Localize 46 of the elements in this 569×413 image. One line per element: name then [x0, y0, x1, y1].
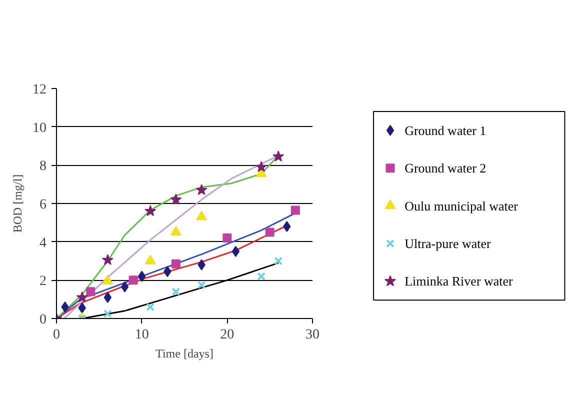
point — [144, 205, 156, 216]
y-tick-label: 8 — [40, 159, 46, 174]
point — [170, 226, 182, 236]
y-tick-label: 12 — [32, 82, 46, 98]
point — [256, 161, 268, 172]
point — [283, 221, 291, 232]
point — [144, 254, 156, 264]
legend-label: Ultra-pure water — [404, 236, 492, 252]
point — [120, 281, 129, 292]
y-tick-label: 10 — [32, 120, 46, 136]
point — [171, 259, 180, 268]
point — [290, 206, 300, 215]
point — [104, 310, 112, 318]
point — [61, 302, 69, 312]
legend-label: Ground water 1 — [404, 122, 486, 138]
point — [76, 291, 88, 302]
legend-label: Liminka River water — [404, 274, 514, 289]
point — [196, 184, 208, 196]
point — [274, 256, 283, 266]
x-tick-label: 30 — [306, 328, 320, 342]
x-tick-label: 20 — [220, 328, 234, 342]
legend-label: Ground water 2 — [404, 160, 486, 176]
point — [222, 234, 232, 242]
y-axis-title: BOD [mg/l] — [10, 174, 24, 233]
point — [104, 292, 112, 303]
y-tick-label: 2 — [40, 274, 46, 290]
point — [128, 276, 138, 285]
point — [172, 287, 180, 296]
point — [102, 274, 114, 285]
point — [197, 280, 206, 290]
y-tick-label: 0 — [40, 312, 46, 328]
x-tick-label: 10 — [134, 328, 149, 342]
y-tick-label: 4 — [40, 236, 46, 251]
point — [272, 150, 284, 162]
point — [86, 287, 96, 296]
y-tick-label: 6 — [40, 198, 46, 212]
point — [196, 210, 208, 220]
point — [265, 228, 274, 237]
point — [170, 194, 182, 205]
legend-label: Oulu municipal water — [404, 198, 519, 214]
x-tick-label: 0 — [53, 328, 60, 342]
point — [232, 246, 240, 257]
point — [102, 254, 114, 265]
point — [257, 272, 266, 281]
x-axis-title: Time [days] — [156, 346, 214, 360]
point — [146, 302, 155, 312]
